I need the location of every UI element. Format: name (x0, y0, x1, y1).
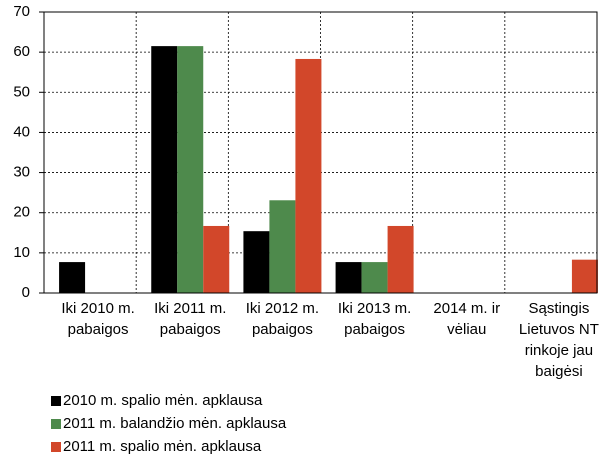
y-tick-label: 60 (13, 43, 30, 60)
x-tick-label-line: Iki 2013 m. (338, 300, 411, 317)
legend-label: 2011 m. spalio mėn. apklausa (63, 438, 262, 455)
x-tick-label: Iki 2012 m. pabaigos (246, 300, 319, 338)
bar (243, 231, 270, 293)
x-tick-label-line: Iki 2010 m. (61, 300, 134, 317)
legend-swatch (51, 396, 61, 406)
legend-label: 2011 m. balandžio mėn. apklausa (63, 415, 287, 432)
x-tick-label: Iki 2011 m. pabaigos (154, 300, 226, 338)
bar (361, 262, 388, 293)
bar (295, 58, 322, 293)
y-tick-label: 20 (13, 204, 30, 221)
legend-swatch (51, 419, 61, 429)
x-tick-label-line: baigėsi (535, 363, 583, 380)
bar (269, 200, 296, 293)
bar (203, 225, 230, 293)
plot-frame (43, 11, 598, 294)
x-tick-label-line: Sąstingis (528, 300, 589, 317)
x-tick-label-line: rinkoje jau (525, 342, 593, 359)
y-tick-label: 0 (22, 284, 30, 301)
x-tick-label-line: Lietuvos NT (519, 321, 599, 338)
legend-swatch (51, 442, 61, 452)
bar (59, 262, 86, 293)
bar (335, 262, 362, 293)
y-tick-label: 50 (13, 83, 30, 100)
x-tick-label: Iki 2013 m. pabaigos (338, 300, 411, 338)
x-tick-label: 2014 m. ir vėliau (433, 300, 500, 338)
x-tick-label: Sąstingis Lietuvos NT rinkoje jau baigėsi (519, 300, 599, 380)
x-tick-label-line: Iki 2011 m. (154, 300, 226, 317)
x-tick-label: Iki 2010 m. pabaigos (61, 300, 134, 338)
x-tick-label-line: 2014 m. ir (433, 300, 500, 317)
x-tick-label-line: Iki 2012 m. (246, 300, 319, 317)
y-tick-label: 10 (13, 244, 30, 261)
x-tick-label-line: pabaigos (252, 321, 313, 338)
bar (177, 46, 204, 293)
y-tick-label: 40 (13, 123, 30, 140)
y-tick-label: 30 (13, 164, 30, 181)
x-tick-label-line: pabaigos (68, 321, 129, 338)
x-tick-label-line: pabaigos (160, 321, 221, 338)
x-tick-label-line: pabaigos (344, 321, 405, 338)
bar (571, 259, 598, 293)
x-tick-label-line: vėliau (447, 321, 486, 338)
bar (151, 46, 178, 293)
y-tick-label: 70 (13, 3, 30, 20)
bar (387, 225, 414, 293)
legend-label: 2010 m. spalio mėn. apklausa (63, 392, 263, 409)
